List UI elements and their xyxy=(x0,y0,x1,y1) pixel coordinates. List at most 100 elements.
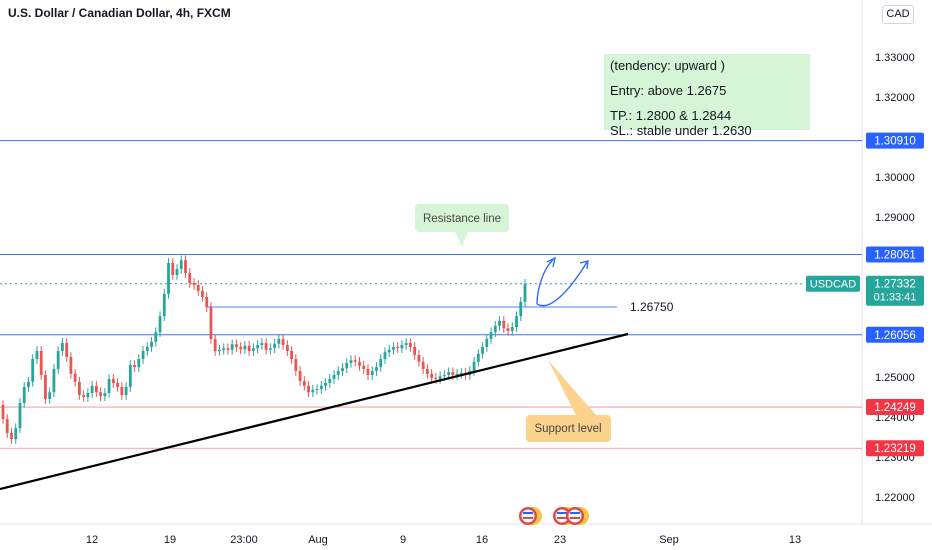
candle-body xyxy=(332,375,336,379)
candle-body xyxy=(298,371,302,381)
candle-body xyxy=(218,349,221,351)
candle-body xyxy=(5,419,9,433)
symbol-title: U.S. Dollar / Canadian Dollar, 4h, FXCM xyxy=(8,6,231,20)
symbol-tag xyxy=(806,275,860,292)
x-tick-label: 19 xyxy=(164,534,176,546)
candle-body xyxy=(285,345,289,351)
price-tag xyxy=(866,246,924,263)
candle-body xyxy=(39,351,43,375)
candle-body xyxy=(498,321,501,326)
support-callout-pointer xyxy=(548,360,596,415)
candle-body xyxy=(56,351,60,369)
candle-body xyxy=(10,433,13,439)
candle-body xyxy=(162,293,166,317)
candle-body xyxy=(77,381,81,395)
candle-body xyxy=(243,345,247,350)
candle-body xyxy=(260,343,264,345)
candle-body xyxy=(502,321,506,329)
price-tag-label: 1.24249 xyxy=(874,402,916,414)
candle-body xyxy=(1,405,5,419)
candle-body xyxy=(277,339,281,344)
candle-body xyxy=(264,343,268,350)
candle-body xyxy=(201,291,204,297)
candle-body xyxy=(120,387,124,395)
x-tick-label: 9 xyxy=(400,534,406,546)
support-callout xyxy=(526,415,611,442)
candle-body xyxy=(349,360,353,363)
candle-body xyxy=(14,428,18,439)
price-axis xyxy=(862,0,932,550)
x-tick-label: 23 xyxy=(554,534,566,546)
candle-body xyxy=(409,343,412,347)
projection-arrow-1-head xyxy=(546,256,556,268)
candle-body xyxy=(336,371,340,375)
candle-body xyxy=(205,297,209,307)
note-tendency: (tendency: upward ) xyxy=(610,58,725,73)
candle-body xyxy=(167,263,170,294)
candle-body xyxy=(18,403,22,429)
candle-body xyxy=(94,385,98,393)
candle-body xyxy=(116,383,119,387)
candle-body xyxy=(154,332,158,342)
candle-body xyxy=(192,283,196,285)
event-flag-icon-stripe xyxy=(523,517,533,519)
currency-button[interactable]: CAD xyxy=(882,5,914,24)
candle-body xyxy=(171,263,175,275)
candle-body xyxy=(387,349,391,353)
candle-body xyxy=(158,316,162,333)
candle-body xyxy=(61,343,64,351)
x-tick-label: Sep xyxy=(659,534,679,546)
candle-body xyxy=(430,373,434,378)
trend-line xyxy=(0,332,629,491)
candle-body xyxy=(281,339,285,345)
countdown-label: 01:33:41 xyxy=(874,292,917,304)
candle-body xyxy=(392,347,395,350)
event-flag-icon-inner xyxy=(568,509,582,523)
candle-body xyxy=(375,367,378,371)
y-tick-label: 1.25000 xyxy=(875,372,915,384)
x-tick-label: 23:00 xyxy=(230,534,258,546)
candle-body xyxy=(519,301,523,317)
candle-body xyxy=(196,285,200,291)
candle-body xyxy=(175,269,179,275)
symbol-tag-label: USDCAD xyxy=(810,279,857,291)
candle-body xyxy=(328,379,332,383)
candle-body xyxy=(235,344,238,347)
y-tick-label: 1.29000 xyxy=(875,212,915,224)
trade-note[interactable]: (tendency: upward ) Entry: above 1.2675 … xyxy=(604,54,810,138)
candle-body xyxy=(425,369,429,374)
price-tag xyxy=(866,132,924,149)
candle-body xyxy=(341,368,344,371)
candle-body xyxy=(417,355,421,362)
candle-body xyxy=(302,381,306,386)
resistance-callout-pointer xyxy=(455,232,468,246)
candle-body xyxy=(506,328,510,331)
candle-body xyxy=(523,283,527,302)
candle-body xyxy=(515,316,518,327)
candle-body xyxy=(31,359,35,382)
candle-body xyxy=(434,377,438,379)
x-tick-label: 12 xyxy=(86,534,98,546)
candle-body xyxy=(324,383,327,386)
candle-body xyxy=(48,392,52,399)
candle-body xyxy=(421,361,425,369)
candle-body xyxy=(379,359,383,367)
candle-body xyxy=(82,395,86,397)
event-flag-icon-stripe xyxy=(570,517,580,519)
candle-body xyxy=(345,363,349,369)
event-flag-icon-inner xyxy=(521,509,535,523)
event-flag-icon-stripe xyxy=(570,512,580,514)
event-flag-icon-stripe xyxy=(557,517,567,519)
candle-body xyxy=(294,359,298,371)
y-tick-label: 1.30000 xyxy=(875,172,915,184)
candle-body xyxy=(209,307,213,339)
candle-body xyxy=(358,361,361,366)
candle-body xyxy=(141,351,145,359)
candle-body xyxy=(86,393,90,397)
resistance-callout-text: Resistance line xyxy=(423,213,501,225)
candle-body xyxy=(268,348,272,350)
candle-body xyxy=(137,359,141,367)
candle-body xyxy=(111,379,115,383)
